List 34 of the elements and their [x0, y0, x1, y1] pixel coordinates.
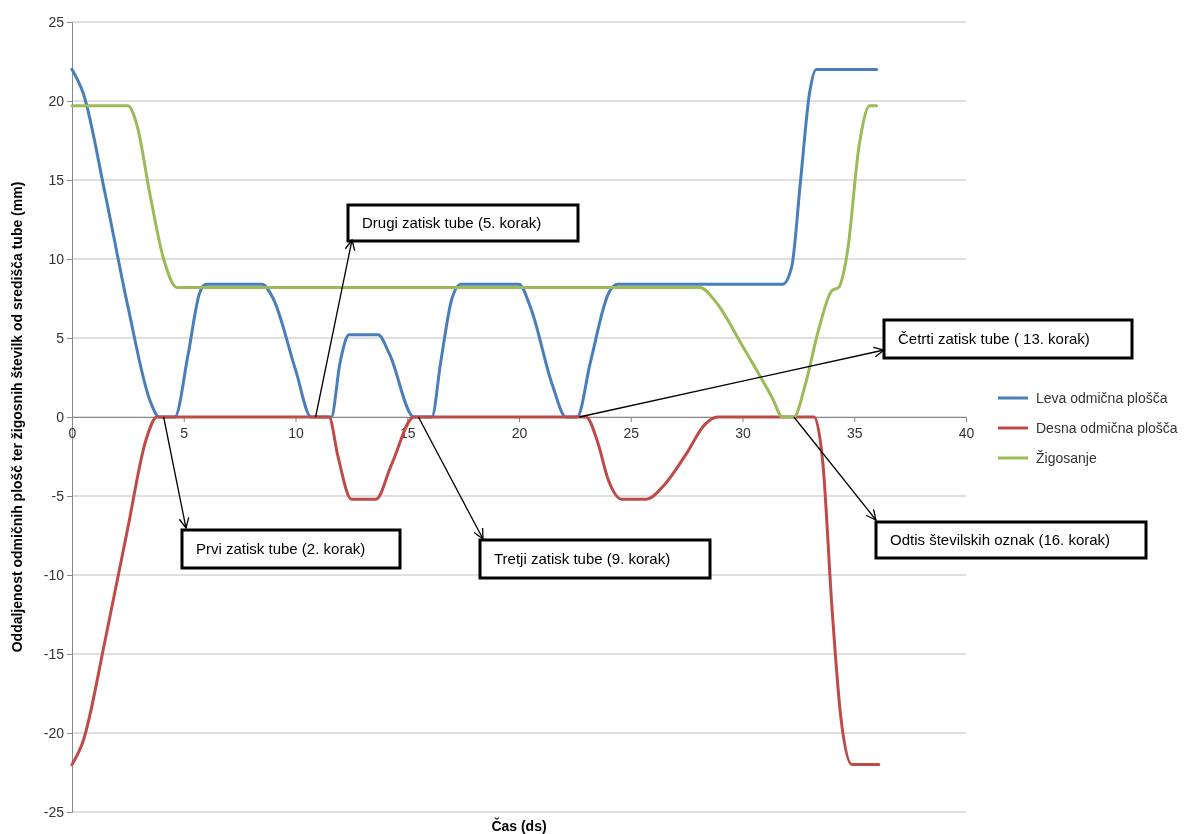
x-tick-label: 20	[511, 424, 528, 441]
x-tick-label: 35	[846, 424, 863, 441]
y-axis-title: Oddaljenost odmičnih plošč ter žigosnih številk od središča tube (mm)	[9, 181, 25, 653]
y-tick-label: 15	[48, 171, 65, 188]
y-tick-label: 20	[48, 92, 65, 109]
x-tick-label: 25	[623, 424, 640, 441]
y-tick-label: -10	[43, 566, 65, 583]
callout-box: Tretji zatisk tube (9. korak)	[478, 538, 712, 580]
y-tick-label: 0	[56, 408, 65, 425]
callout-box: Prvi zatisk tube (2. korak)	[180, 528, 402, 570]
legend-label: Leva odmična plošča	[1036, 390, 1168, 406]
legend-label: Desna odmična plošča	[1036, 420, 1178, 436]
x-tick-label: 10	[288, 424, 304, 441]
y-tick-label: -20	[43, 724, 65, 741]
annotation: Drugi zatisk tube (5. korak)	[362, 214, 542, 231]
line-series	[70, 415, 881, 767]
annotation: Prvi zatisk tube (2. korak)	[196, 540, 366, 557]
x-tick-label: 30	[735, 424, 751, 441]
x-tick-label: 5	[180, 424, 189, 441]
callout-box: Odtis številskih oznak (16. korak)	[874, 520, 1148, 560]
y-tick-label: -5	[51, 487, 65, 504]
annotation: Odtis številskih oznak (16. korak)	[890, 531, 1111, 548]
y-tick-label: 10	[48, 250, 65, 267]
y-tick-label: 25	[48, 13, 65, 30]
annotation: Tretji zatisk tube (9. korak)	[494, 550, 671, 567]
callout-box: Četrti zatisk tube ( 13. korak)	[882, 318, 1134, 360]
annotation: Četrti zatisk tube ( 13. korak)	[898, 330, 1090, 347]
x-tick-label: 40	[958, 424, 975, 441]
legend-label: Žigosanje	[1036, 450, 1097, 466]
y-tick-label: -15	[43, 645, 65, 662]
y-tick-label: -25	[43, 803, 65, 820]
x-axis-title: Čas (ds)	[491, 817, 547, 834]
y-tick-label: 5	[56, 329, 65, 346]
callout-box: Drugi zatisk tube (5. korak)	[346, 203, 580, 243]
